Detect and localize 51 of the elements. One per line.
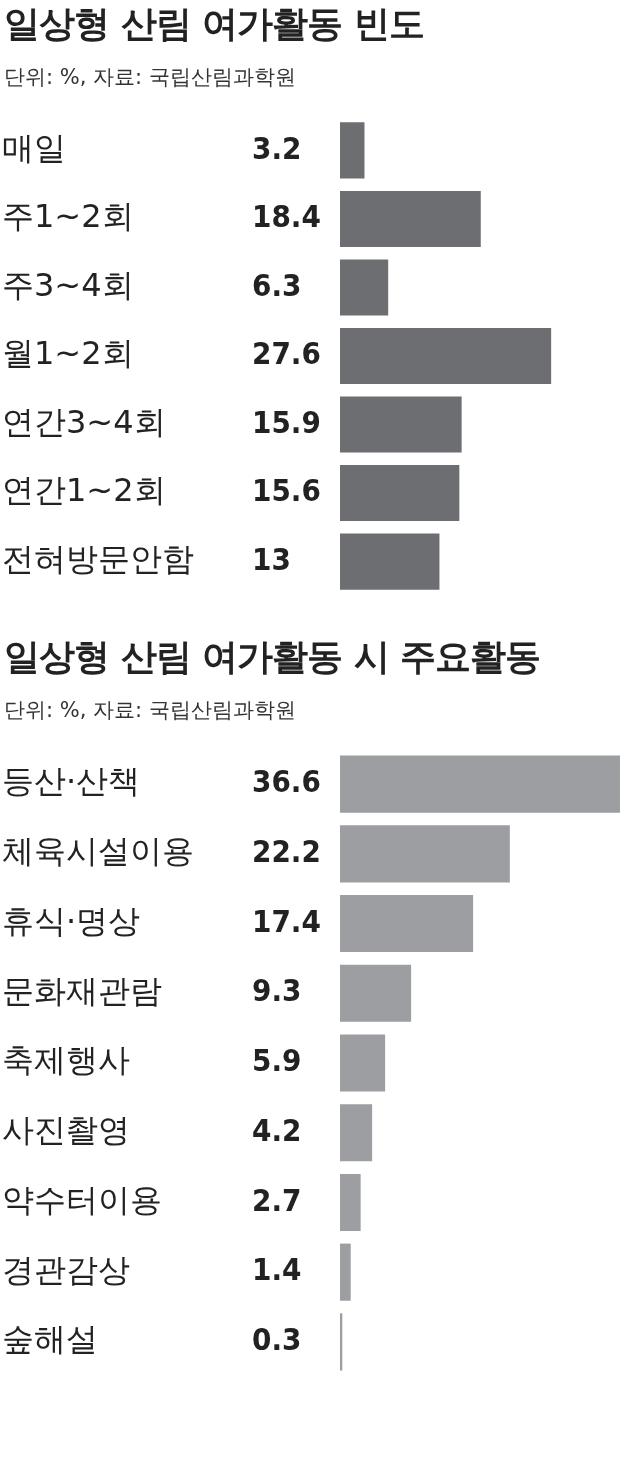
bar (340, 964, 412, 1022)
data-label: 15.6 (252, 472, 321, 509)
data-label: 22.2 (252, 832, 321, 869)
bar (340, 259, 389, 316)
data-label: 3.2 (252, 129, 302, 166)
bar (340, 894, 474, 953)
text: 단위: %, 자료: 국립산림과학원 (4, 697, 297, 724)
bar (340, 327, 552, 385)
y-tick-label: 경관감상 (2, 1250, 130, 1289)
y-tick-label: 월1~2회 (2, 334, 134, 373)
y-tick-label: 전혀방문안함 (2, 539, 194, 578)
chart-title: 일상형 산림 여가활동 시 주요활동 (4, 635, 542, 679)
y-tick-label: 등산·산책 (2, 762, 141, 801)
bar (340, 1243, 351, 1301)
bar (340, 1034, 386, 1092)
y-tick-label: 주1~2회 (2, 197, 134, 236)
text: 단위: %, 자료: 국립산림과학원 (4, 64, 297, 91)
y-tick-label: 체육시설이용 (2, 832, 194, 871)
data-label: 5.9 (252, 1042, 302, 1079)
y-tick-label: 휴식·명상 (2, 901, 141, 940)
data-label: 2.7 (252, 1181, 302, 1218)
bar (340, 122, 365, 179)
y-tick-label: 사진촬영 (2, 1111, 130, 1150)
data-label: 13 (252, 540, 291, 577)
bar (340, 755, 620, 813)
bar (340, 1104, 373, 1162)
data-label: 6.3 (252, 266, 302, 303)
data-label: 1.4 (252, 1251, 302, 1288)
y-tick-label: 문화재관람 (2, 971, 162, 1010)
data-label: 18.4 (252, 198, 321, 235)
bar (340, 396, 462, 453)
bar (340, 1173, 361, 1232)
data-label: 4.2 (252, 1111, 302, 1148)
data-label: 36.6 (252, 763, 321, 800)
bar (340, 533, 440, 590)
data-label: 15.9 (252, 403, 321, 440)
bar (340, 464, 460, 522)
y-tick-label: 연간3~4회 (2, 402, 166, 441)
y-tick-label: 약수터이용 (2, 1180, 162, 1219)
bar (340, 825, 510, 883)
y-tick-label: 숲해설 (2, 1320, 98, 1359)
data-label: 9.3 (252, 972, 302, 1009)
y-tick-label: 축제행사 (2, 1041, 130, 1080)
chart-title: 일상형 산림 여가활동 빈도 (4, 2, 425, 46)
y-tick-label: 주3~4회 (2, 265, 134, 304)
data-label: 17.4 (252, 902, 321, 939)
data-label: 0.3 (252, 1320, 302, 1357)
data-label: 27.6 (252, 335, 321, 372)
y-tick-label: 매일 (2, 128, 66, 167)
bar (340, 190, 481, 248)
y-tick-label: 연간1~2회 (2, 471, 166, 510)
